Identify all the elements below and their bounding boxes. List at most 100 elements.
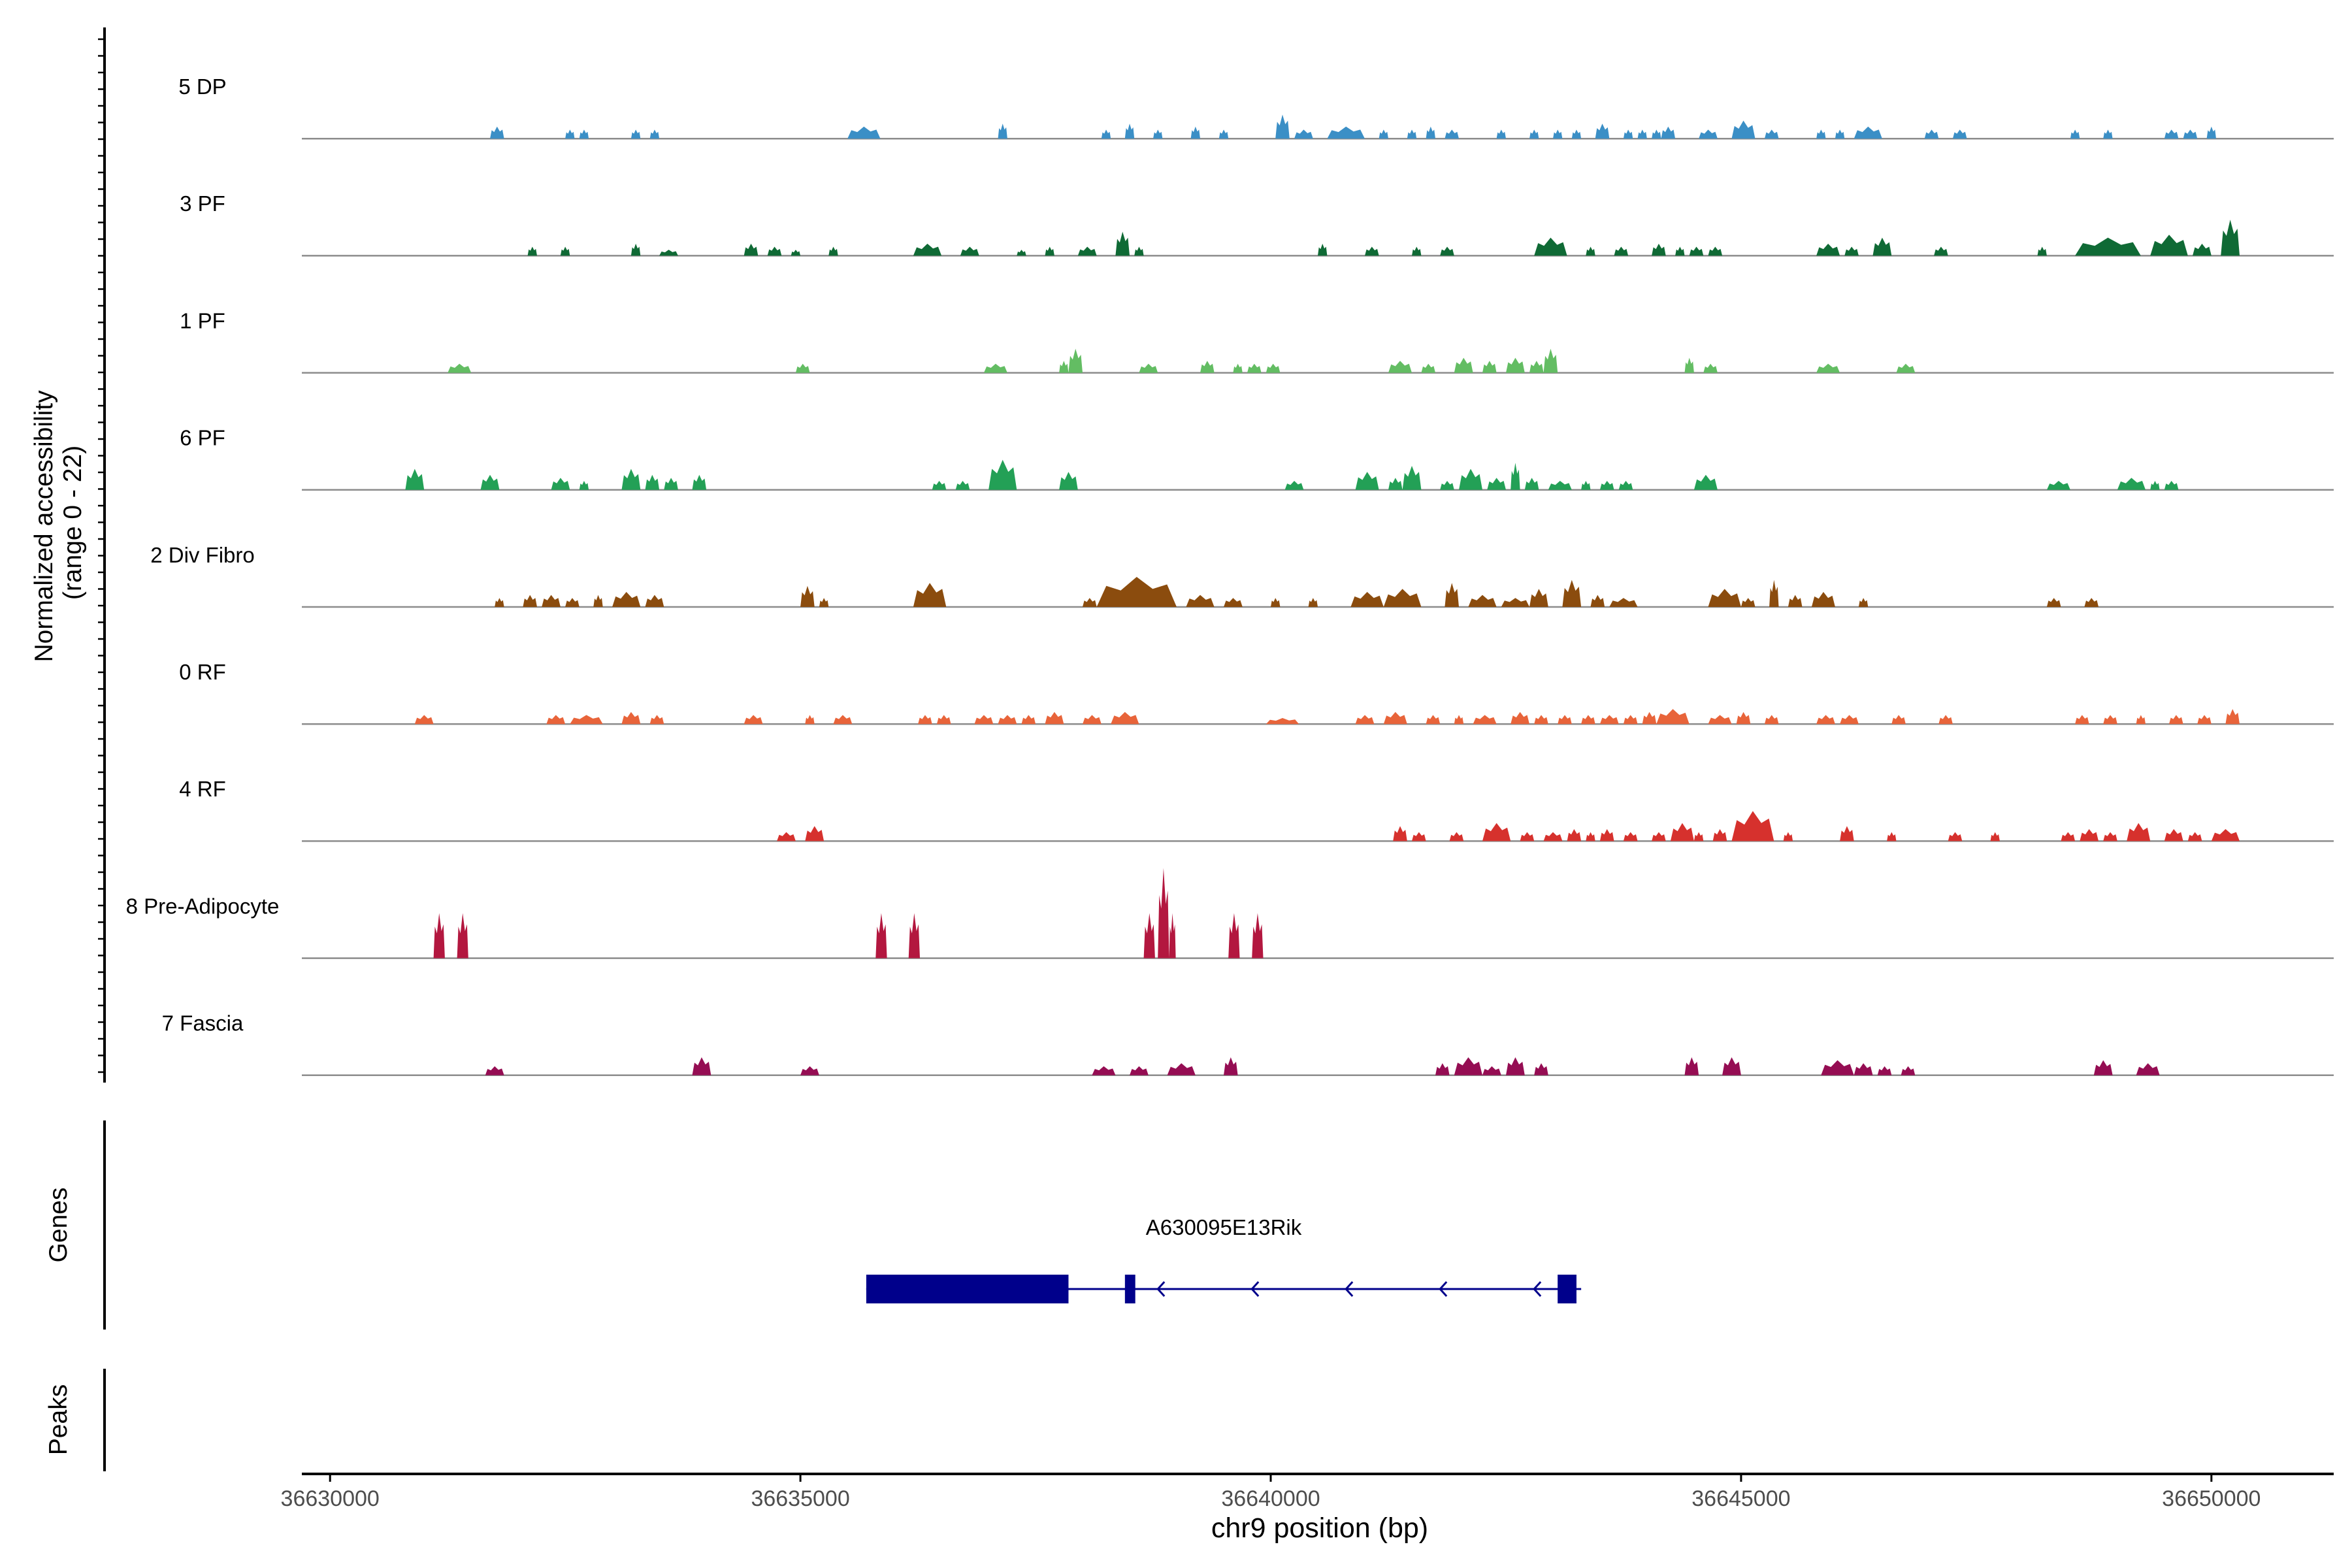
coverage-peak (1017, 250, 1026, 256)
coverage-peak (1891, 715, 1906, 725)
coverage-peak (805, 826, 825, 841)
strand-arrow (1250, 1281, 1260, 1298)
coverage-peak (833, 715, 853, 725)
coverage-peak (819, 598, 829, 607)
coverage-peak (692, 1057, 711, 1075)
coverage-peak (560, 246, 570, 256)
coverage-peak (1327, 126, 1365, 139)
coverage-peak (847, 126, 881, 139)
coverage-peak (2164, 829, 2183, 841)
coverage-peak (1169, 913, 1176, 958)
coverage-track: 2 Div Fibro (150, 543, 2334, 608)
coverage-peak (1284, 481, 1304, 490)
coverage-peak (1496, 129, 1506, 139)
track-label: 1 PF (180, 308, 225, 333)
coverage-peak (777, 832, 796, 841)
coverage-peak (2206, 126, 2216, 139)
coverage-peak (495, 598, 504, 607)
coverage-peak (1858, 598, 1869, 607)
coverage-peak (485, 1066, 504, 1075)
coverage-peak (1783, 832, 1793, 841)
coverage-peak (1153, 129, 1163, 139)
coverage-peak (1473, 715, 1497, 725)
strand-arrow (1439, 1281, 1448, 1298)
coverage-peak (2117, 478, 2146, 490)
track-label: 6 PF (180, 426, 225, 450)
coverage-peak (2136, 1063, 2160, 1075)
coverage-peak (1435, 1063, 1450, 1075)
coverage-peak (621, 468, 641, 490)
coverage-peak (565, 598, 580, 607)
coverage-peak (664, 478, 678, 490)
coverage-peak (2046, 598, 2061, 607)
coverage-peak (1111, 711, 1139, 725)
coverage-peak (1459, 468, 1482, 490)
coverage-peak (1445, 129, 1459, 139)
coverage-peak (630, 244, 641, 256)
coverage-peak (743, 244, 759, 256)
x-axis: 36630000 36635000 36640000 36645000 36650000 (281, 1473, 2334, 1511)
coverage-track: 1 PF (180, 308, 2334, 374)
coverage-peak (2084, 598, 2099, 607)
peaks-panel: Peaks (44, 1369, 106, 1471)
coverage-peak (1275, 114, 1290, 139)
coverage-peak (649, 715, 664, 725)
coverage-peak (2193, 244, 2212, 256)
track-label: 0 RF (179, 660, 226, 684)
coverage-peak (1167, 1063, 1196, 1075)
coverage-peak (2197, 715, 2212, 725)
y-axis-label: Normalized accessibility (range 0 - 22) (30, 384, 87, 662)
coverage-peak (913, 244, 942, 256)
coverage-peak (1581, 481, 1591, 490)
coverage-peak (2225, 709, 2240, 725)
coverage-peak (1454, 357, 1473, 373)
coverage-peak (1365, 246, 1379, 256)
coverage-peak (1412, 246, 1422, 256)
accessibility-y-axis (98, 27, 106, 1083)
coverage-peak (955, 481, 970, 490)
coverage-peak (1059, 361, 1069, 373)
x-tick-label: 36635000 (751, 1486, 849, 1511)
coverage-peak (1872, 237, 1892, 256)
coverage-peak (1350, 592, 1384, 607)
coverage-peak (2037, 246, 2047, 256)
coverage-peak (1096, 577, 1177, 607)
coverage-peak (546, 715, 566, 725)
coverage-peak (1233, 363, 1243, 373)
coverage-peak (2211, 829, 2240, 841)
coverage-peak (1599, 481, 1614, 490)
coverage-peak (579, 129, 589, 139)
gene-exon (866, 1275, 1069, 1303)
coverage-peak (1271, 598, 1281, 607)
coverage-peak (1482, 823, 1511, 841)
coverage-peak (527, 246, 537, 256)
track-label: 2 Div Fibro (150, 543, 255, 567)
coverage-peak (800, 585, 815, 607)
coverage-peak (448, 363, 472, 373)
track-label: 5 DP (178, 74, 226, 99)
coverage-peak (1637, 129, 1647, 139)
coverage-peak (405, 468, 425, 490)
coverage-peak (1520, 832, 1535, 841)
coverage-peak (1092, 1066, 1116, 1075)
coverage-peak (2127, 823, 2151, 841)
coverage-peak (1708, 715, 1732, 725)
coverage-peak (593, 595, 603, 607)
coverage-peak (1200, 361, 1215, 373)
coverage-peak (1567, 829, 1582, 841)
coverage-peak (1854, 1063, 1873, 1075)
coverage-peak (913, 583, 947, 607)
coverage-peak (1482, 1066, 1501, 1075)
track-label: 4 RF (179, 777, 226, 801)
coverage-peak (1652, 832, 1666, 841)
x-tick-label: 36640000 (1221, 1486, 1320, 1511)
coverage-peak (1703, 363, 1718, 373)
coverage-peak (988, 459, 1017, 490)
coverage-peak (1764, 129, 1779, 139)
coverage-peak (1816, 244, 1840, 256)
coverage-peak (1816, 129, 1826, 139)
coverage-peak (1083, 598, 1097, 607)
coverage-peak (1529, 129, 1539, 139)
coverage-peak (1482, 361, 1497, 373)
